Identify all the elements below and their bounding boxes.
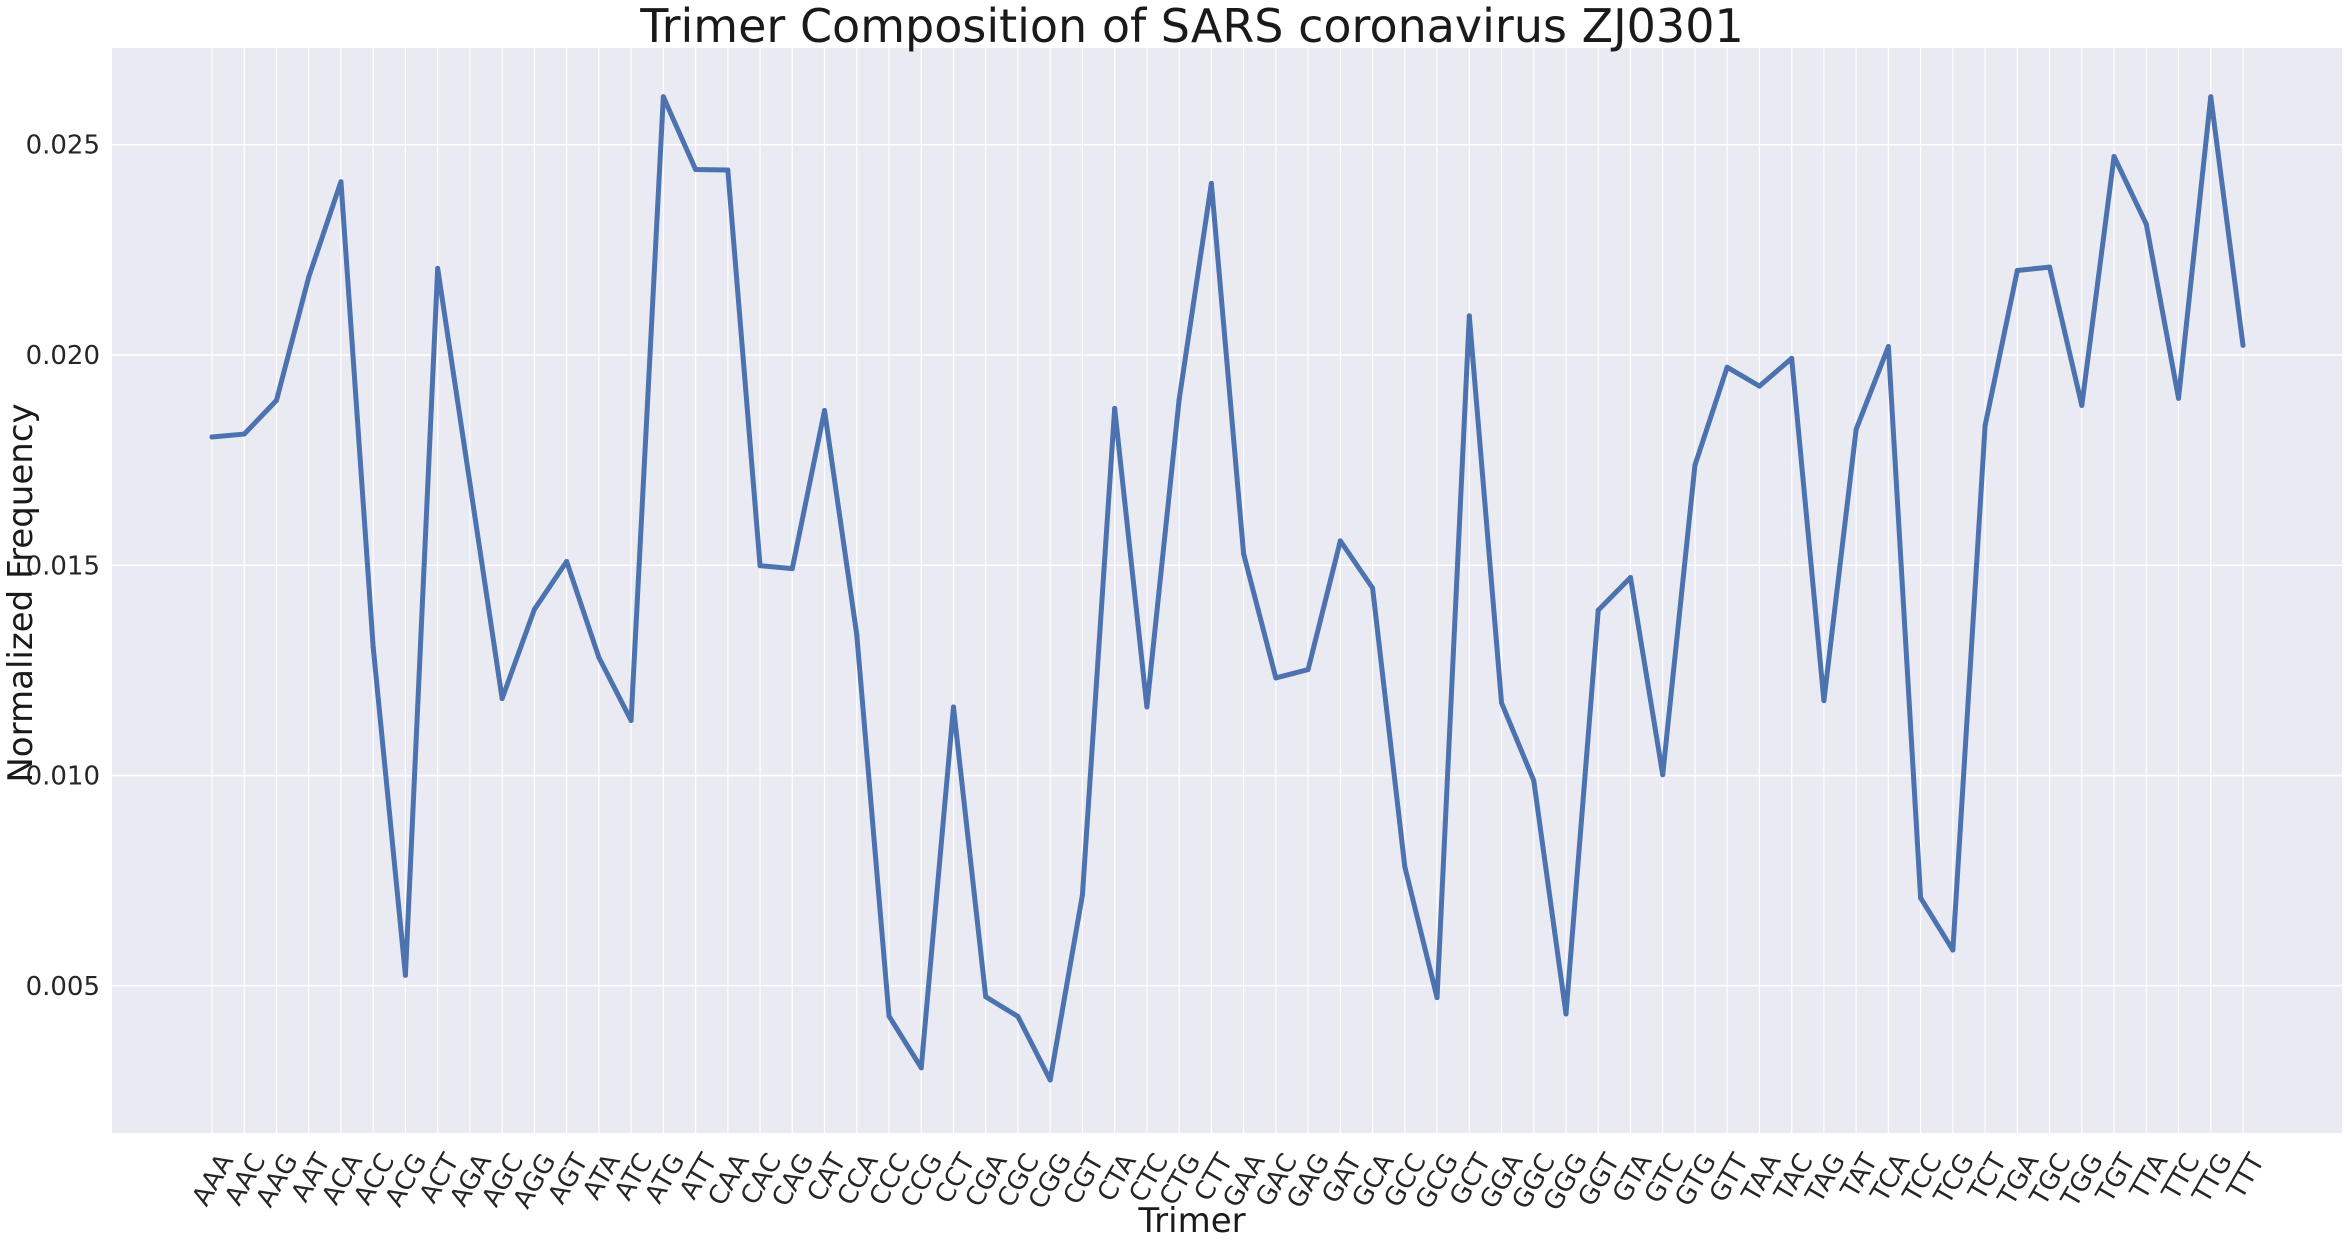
data-point-GCT [1466, 313, 1472, 319]
data-point-AGT [564, 558, 570, 564]
data-point-AGC [499, 696, 505, 702]
data-point-CCC [886, 1013, 892, 1019]
data-point-AAC [241, 431, 247, 437]
data-point-ATC [628, 717, 634, 723]
x-tick-label: TTT [2221, 1149, 2271, 1205]
data-point-TTA [2143, 221, 2149, 227]
data-point-CTC [1144, 704, 1150, 710]
data-point-TAT [1853, 426, 1859, 432]
data-point-TAA [1756, 383, 1762, 389]
data-point-GAA [1241, 551, 1247, 557]
chart-title: Trimer Composition of SARS coronavirus Z… [639, 0, 1743, 53]
data-point-GTA [1627, 574, 1633, 580]
data-point-AAA [209, 434, 215, 440]
data-point-TGT [2111, 154, 2117, 159]
data-point-CTT [1208, 180, 1214, 186]
data-point-TGA [2014, 267, 2020, 273]
y-axis-ticks: 0.005 0.010 0.015 0.020 0.025 [26, 131, 100, 1002]
data-point-CGT [1079, 892, 1085, 898]
data-point-CGG [1047, 1077, 1053, 1083]
data-point-CGA [983, 994, 989, 1000]
data-point-GCA [1370, 585, 1376, 591]
data-point-ACT [435, 265, 441, 271]
series-layer [209, 94, 2246, 1083]
data-point-ACA [338, 179, 344, 185]
data-point-GTG [1692, 462, 1698, 468]
data-point-GCC [1402, 864, 1408, 870]
data-point-TGG [2079, 402, 2085, 408]
plot-area [112, 48, 2342, 1133]
data-point-TTG [2208, 94, 2214, 100]
data-point-CAG [789, 566, 795, 572]
data-point-GAT [1337, 538, 1343, 544]
data-point-CCT [950, 704, 956, 710]
series-line [209, 94, 2246, 1083]
y-axis-label: Normalized Frequency [1, 403, 41, 782]
data-point-TCT [1982, 423, 1988, 429]
data-point-CTG [1176, 397, 1182, 403]
data-point-TAC [1789, 355, 1795, 361]
data-point-TCA [1885, 344, 1891, 350]
data-point-CGC [1015, 1014, 1021, 1020]
x-axis-label: Trimer [1137, 1201, 1245, 1241]
y-tick-label: 0.020 [26, 341, 100, 371]
data-point-ATA [596, 654, 602, 660]
data-point-GAC [1273, 675, 1279, 681]
data-point-CAT [822, 408, 828, 414]
data-point-CTA [1112, 405, 1118, 411]
data-point-CAC [757, 563, 763, 569]
data-point-TTT [2240, 342, 2246, 348]
y-tick-label: 0.005 [26, 972, 100, 1002]
y-tick-label: 0.010 [26, 762, 100, 792]
data-point-CCA [854, 632, 860, 638]
data-point-TCG [1950, 947, 1956, 953]
data-point-GCG [1434, 995, 1440, 1001]
data-point-CAA [725, 167, 731, 173]
data-point-AGA [467, 480, 473, 486]
data-point-GAG [1305, 667, 1311, 673]
data-point-ACG [402, 972, 408, 978]
data-point-ATT [693, 167, 699, 173]
data-point-GGG [1563, 1011, 1569, 1017]
data-point-TCC [1918, 895, 1924, 901]
data-point-AGG [531, 606, 537, 612]
y-tick-label: 0.025 [26, 131, 100, 161]
data-point-GGT [1595, 607, 1601, 613]
data-point-GGA [1499, 700, 1505, 706]
data-point-TTC [2176, 395, 2182, 401]
data-point-TGC [2047, 264, 2053, 270]
data-point-CCG [918, 1065, 924, 1071]
data-point-AAG [273, 397, 279, 403]
data-point-ATG [660, 94, 666, 100]
data-point-GGC [1531, 778, 1537, 784]
data-point-AAT [306, 274, 312, 280]
data-point-TAG [1821, 698, 1827, 704]
data-point-ACC [370, 644, 376, 650]
data-point-GTC [1660, 772, 1666, 778]
data-point-GTT [1724, 364, 1730, 370]
y-tick-label: 0.015 [26, 551, 100, 581]
